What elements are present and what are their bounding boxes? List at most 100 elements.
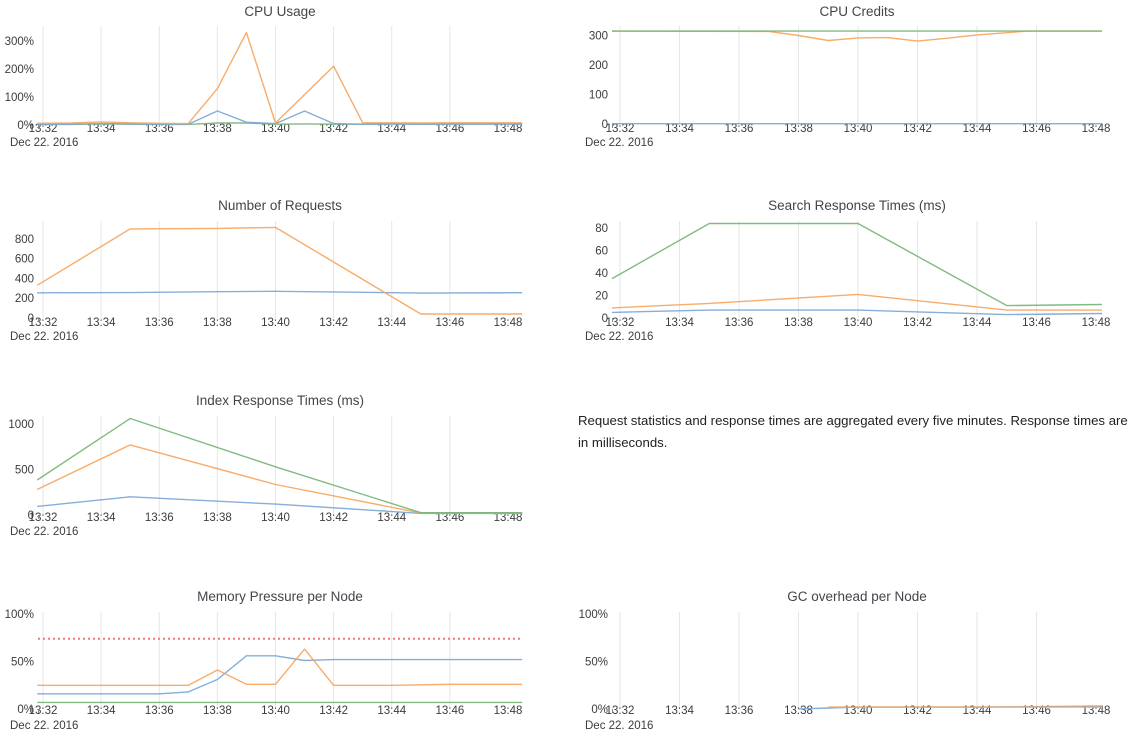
x-tick-label: 13:44 xyxy=(377,123,406,135)
y-tick-label: 0 xyxy=(602,119,608,131)
x-tick-label: 13:48 xyxy=(494,317,523,329)
x-tick-label: 13:44 xyxy=(377,317,406,329)
annotation-text: Request statistics and response times ar… xyxy=(578,413,1128,450)
x-tick-label: 13:32 xyxy=(606,123,635,135)
x-tick-label: 13:46 xyxy=(435,123,464,135)
y-tick-label: 1000 xyxy=(8,419,34,431)
x-tick-label: 13:42 xyxy=(319,123,348,135)
x-tick-label: 13:44 xyxy=(377,705,406,717)
x-tick-label: 13:46 xyxy=(435,317,464,329)
x-tick-label: 13:48 xyxy=(494,705,523,717)
y-tick-label: 200 xyxy=(589,60,608,72)
x-tick-label: 13:36 xyxy=(145,123,174,135)
y-tick-label: 0 xyxy=(602,313,608,325)
chart-title: Search Response Times (ms) xyxy=(768,198,946,213)
x-tick-label: 13:34 xyxy=(665,317,694,329)
chart-gc-overhead: 13:32 13:34 13:36 13:38 13:40 13:42 13:44 13:46… xyxy=(579,589,1111,732)
chart-cpu-credits: 13:32 13:34 13:36 13:38 13:40 13:42 13:44 13:46… xyxy=(585,4,1110,149)
memory-pressure-plot-area[interactable] xyxy=(38,612,522,709)
chart-index-response-times: 13:32 13:34 13:36 13:38 13:40 13:42 13:44 13:46… xyxy=(8,393,522,538)
x-tick-label: 13:40 xyxy=(261,123,290,135)
y-tick-label: 300 xyxy=(589,31,608,43)
x-tick-label: 13:46 xyxy=(435,705,464,717)
x-tick-label: 13:46 xyxy=(1022,705,1051,717)
date-label: Dec 22. 2016 xyxy=(10,137,78,149)
y-tick-label: 60 xyxy=(595,246,608,258)
y-tick-label: 600 xyxy=(15,254,34,266)
x-tick-label: 13:32 xyxy=(29,123,58,135)
x-tick-label: 13:44 xyxy=(377,512,406,524)
cpu-credits-plot-area[interactable] xyxy=(612,26,1102,124)
x-tick-label: 13:36 xyxy=(725,123,754,135)
y-tick-label: 20 xyxy=(595,291,608,303)
y-tick-label: 0% xyxy=(17,120,34,132)
x-tick-label: 13:34 xyxy=(665,123,694,135)
x-tick-label: 13:48 xyxy=(494,512,523,524)
x-tick-label: 13:38 xyxy=(203,123,232,135)
series-green xyxy=(36,417,523,514)
series-orange xyxy=(611,30,1102,42)
x-tick-label: 13:34 xyxy=(665,705,694,717)
x-tick-label: 13:36 xyxy=(145,512,174,524)
x-tick-label: 13:32 xyxy=(29,512,58,524)
y-tick-label: 0% xyxy=(591,704,608,716)
y-tick-label: 50% xyxy=(11,657,34,669)
chart-title: CPU Usage xyxy=(244,4,315,19)
x-tick-label: 13:32 xyxy=(606,705,635,717)
x-tick-label: 13:36 xyxy=(725,705,754,717)
x-tick-label: 13:46 xyxy=(1022,317,1051,329)
x-tick-label: 13:48 xyxy=(1082,123,1111,135)
x-tick-label: 13:38 xyxy=(784,705,813,717)
x-tick-label: 13:32 xyxy=(29,317,58,329)
chart-cpu-usage: 13:32 13:34 13:36 13:38 13:40 13:42 13:44 13:46… xyxy=(5,4,523,149)
x-tick-label: 13:40 xyxy=(261,512,290,524)
index-response-times-plot-area[interactable] xyxy=(38,416,522,515)
x-tick-label: 13:48 xyxy=(1082,705,1111,717)
date-label: Dec 22. 2016 xyxy=(585,720,653,732)
y-tick-label: 300% xyxy=(5,36,34,48)
y-tick-label: 100% xyxy=(5,92,34,104)
y-tick-label: 800 xyxy=(15,234,34,246)
x-tick-label: 13:36 xyxy=(145,317,174,329)
y-tick-label: 100 xyxy=(589,90,608,102)
y-tick-label: 0% xyxy=(17,704,34,716)
date-label: Dec 22. 2016 xyxy=(585,331,653,343)
x-tick-label: 13:42 xyxy=(319,317,348,329)
x-tick-label: 13:42 xyxy=(319,512,348,524)
cpu-usage-plot-area[interactable] xyxy=(38,26,522,125)
y-tick-label: 80 xyxy=(595,223,608,235)
number-of-requests-plot-area[interactable] xyxy=(38,221,522,318)
x-tick-label: 13:38 xyxy=(784,123,813,135)
chart-title: GC overhead per Node xyxy=(787,589,927,604)
series-orange xyxy=(37,648,523,686)
y-tick-label: 400 xyxy=(15,273,34,285)
series-orange xyxy=(611,293,1102,311)
date-label: Dec 22. 2016 xyxy=(10,720,78,732)
x-tick-label: 13:36 xyxy=(725,317,754,329)
x-tick-label: 13:42 xyxy=(903,317,932,329)
x-tick-label: 13:34 xyxy=(87,512,116,524)
y-tick-label: 0 xyxy=(28,313,34,325)
x-tick-label: 13:32 xyxy=(29,705,58,717)
series-blue xyxy=(37,655,523,695)
x-tick-label: 13:44 xyxy=(963,123,992,135)
y-tick-label: 200 xyxy=(15,293,34,305)
x-tick-label: 13:40 xyxy=(261,317,290,329)
x-tick-label: 13:32 xyxy=(606,317,635,329)
x-tick-label: 13:38 xyxy=(784,317,813,329)
series-orange xyxy=(36,226,523,315)
x-tick-label: 13:34 xyxy=(87,317,116,329)
y-tick-label: 0 xyxy=(28,510,34,522)
chart-number-of-requests: 13:32 13:34 13:36 13:38 13:40 13:42 13:44 13:46… xyxy=(10,198,522,343)
x-tick-label: 13:34 xyxy=(87,123,116,135)
chart-title: Number of Requests xyxy=(218,198,342,213)
gc-overhead-plot-area[interactable] xyxy=(612,612,1102,709)
x-tick-label: 13:42 xyxy=(903,123,932,135)
x-tick-label: 13:34 xyxy=(87,705,116,717)
x-tick-label: 13:38 xyxy=(203,317,232,329)
x-tick-label: 13:42 xyxy=(903,705,932,717)
search-response-times-plot-area[interactable] xyxy=(612,221,1102,318)
x-tick-label: 13:38 xyxy=(203,512,232,524)
series-blue xyxy=(37,290,523,294)
